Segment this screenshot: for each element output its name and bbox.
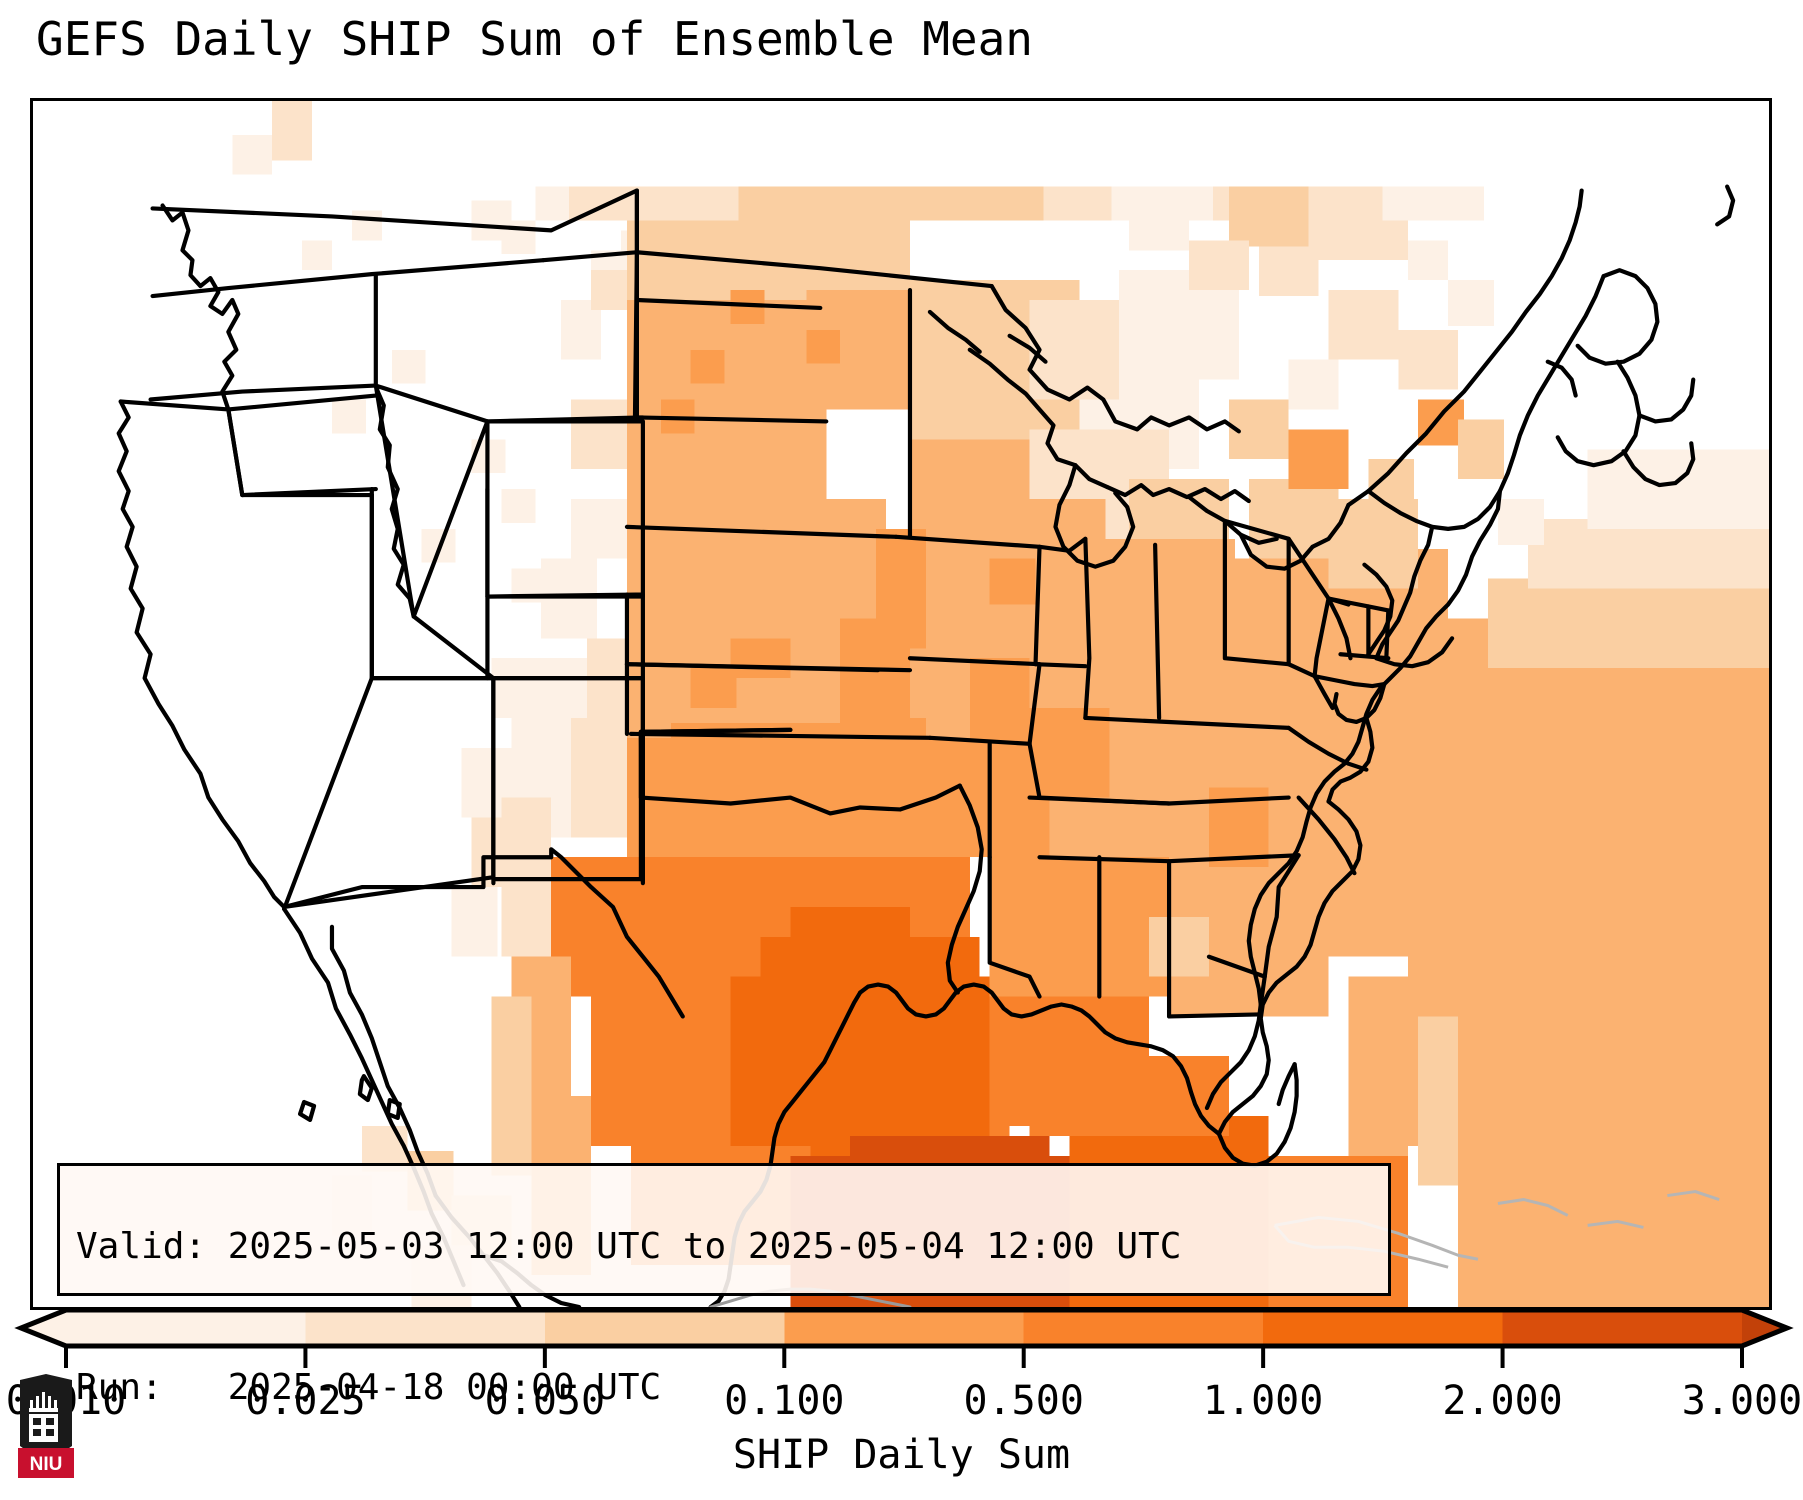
valid-line: Valid: 2025-05-03 12:00 UTC to 2025-05-0… bbox=[76, 1226, 1182, 1267]
colorbar-band bbox=[305, 1310, 546, 1346]
colorbar-tick-label: 0.025 bbox=[245, 1378, 366, 1424]
colorbar-band bbox=[544, 1310, 785, 1346]
ship-value-raster bbox=[33, 101, 1769, 1307]
run-line: Run: 2025-04-18 00:00 UTC bbox=[76, 1367, 662, 1408]
valid-run-infobox: Valid: 2025-05-03 12:00 UTC to 2025-05-0… bbox=[57, 1163, 1391, 1408]
colorbar-band bbox=[784, 1310, 1025, 1346]
niu-banner bbox=[18, 1448, 74, 1478]
colorbar-extend-over bbox=[1742, 1310, 1787, 1346]
colorbar-tick-label: 0.100 bbox=[724, 1378, 845, 1424]
niu-wordmark: NIU bbox=[30, 1454, 63, 1475]
colorbar bbox=[0, 1305, 1803, 1405]
colorbar-band bbox=[1263, 1310, 1504, 1346]
colorbar-band bbox=[1502, 1310, 1743, 1346]
colorbar-band bbox=[1023, 1310, 1264, 1346]
colorbar-tick-label: 0.050 bbox=[484, 1378, 606, 1424]
colorbar-tick-label: 0.500 bbox=[963, 1378, 1084, 1424]
colorbar-band bbox=[66, 1310, 307, 1346]
niu-logo: NIU bbox=[18, 1374, 74, 1478]
colorbar-swatches bbox=[14, 1307, 1794, 1368]
colorbar-tick-label: 1.000 bbox=[1202, 1378, 1324, 1424]
page-title: GEFS Daily SHIP Sum of Ensemble Mean bbox=[36, 12, 1033, 66]
colorbar-axis-label: SHIP Daily Sum bbox=[732, 1432, 1071, 1478]
map-panel bbox=[30, 98, 1772, 1310]
colorbar-tick-label: 2.000 bbox=[1442, 1378, 1563, 1424]
colorbar-extend-under bbox=[21, 1310, 66, 1346]
colorbar-tick-label: 3.000 bbox=[1681, 1378, 1803, 1424]
